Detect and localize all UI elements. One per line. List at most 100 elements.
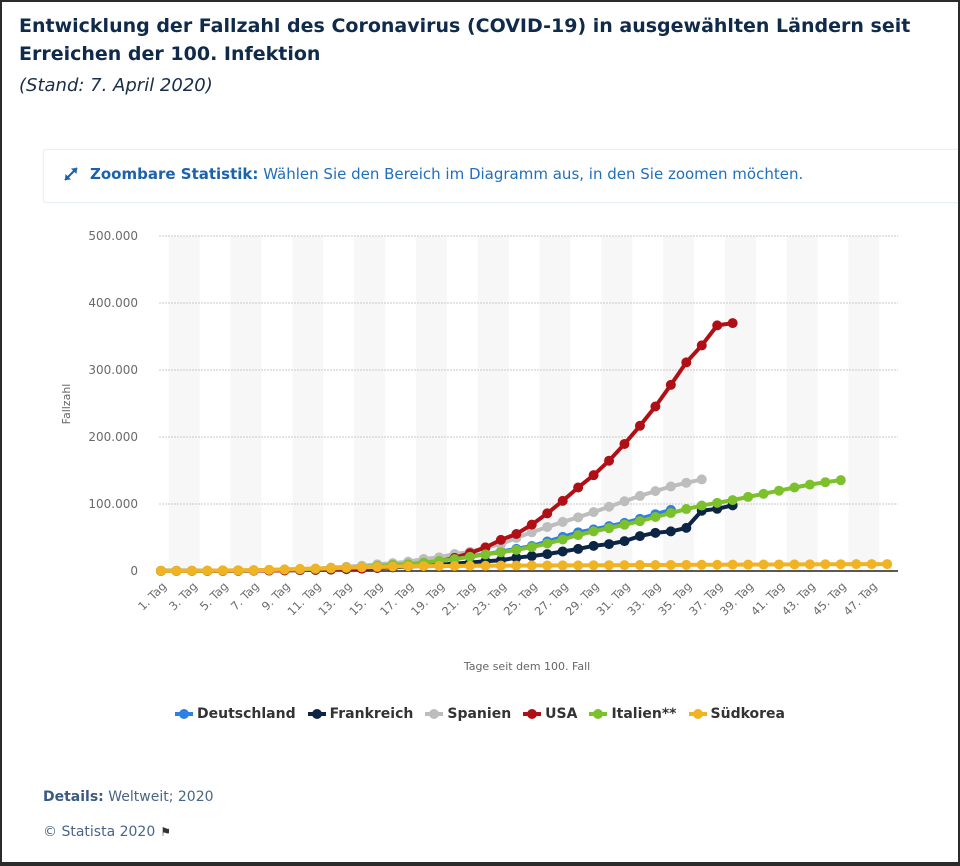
data-point[interactable]: [248, 565, 259, 576]
data-point[interactable]: [665, 481, 676, 492]
data-point[interactable]: [696, 500, 707, 511]
data-point[interactable]: [851, 559, 862, 570]
data-point[interactable]: [171, 565, 182, 576]
data-point[interactable]: [789, 559, 800, 570]
data-point[interactable]: [372, 561, 383, 572]
data-point[interactable]: [758, 559, 769, 570]
data-point[interactable]: [727, 495, 738, 506]
data-point[interactable]: [325, 563, 336, 574]
data-point[interactable]: [573, 543, 584, 554]
data-point[interactable]: [604, 539, 615, 550]
data-point[interactable]: [511, 544, 522, 555]
data-point[interactable]: [526, 519, 537, 530]
data-point[interactable]: [604, 560, 615, 571]
data-point[interactable]: [681, 559, 692, 570]
data-point[interactable]: [804, 559, 815, 570]
data-point[interactable]: [495, 534, 506, 545]
data-point[interactable]: [650, 486, 661, 497]
data-point[interactable]: [619, 560, 630, 571]
data-point[interactable]: [341, 562, 352, 573]
data-point[interactable]: [619, 536, 630, 547]
data-point[interactable]: [758, 488, 769, 499]
data-point[interactable]: [588, 470, 599, 481]
data-point[interactable]: [418, 561, 429, 572]
data-point[interactable]: [634, 516, 645, 527]
data-point[interactable]: [573, 560, 584, 571]
data-point[interactable]: [820, 559, 831, 570]
data-point[interactable]: [727, 559, 738, 570]
data-point[interactable]: [511, 560, 522, 571]
data-point[interactable]: [634, 531, 645, 542]
data-point[interactable]: [835, 559, 846, 570]
data-point[interactable]: [495, 560, 506, 571]
series-südkorea[interactable]: [156, 559, 893, 576]
data-point[interactable]: [650, 401, 661, 412]
data-point[interactable]: [557, 534, 568, 545]
flag-icon[interactable]: ⚑: [160, 825, 171, 839]
data-point[interactable]: [650, 512, 661, 523]
data-point[interactable]: [186, 565, 197, 576]
data-point[interactable]: [573, 530, 584, 541]
data-point[interactable]: [557, 546, 568, 557]
data-point[interactable]: [696, 474, 707, 485]
data-point[interactable]: [665, 559, 676, 570]
data-point[interactable]: [557, 516, 568, 527]
data-point[interactable]: [465, 560, 475, 571]
data-point[interactable]: [681, 504, 692, 515]
data-point[interactable]: [217, 565, 228, 576]
data-point[interactable]: [681, 357, 692, 368]
data-point[interactable]: [480, 542, 491, 553]
data-point[interactable]: [634, 490, 645, 501]
data-point[interactable]: [650, 527, 661, 538]
data-point[interactable]: [727, 318, 738, 329]
data-point[interactable]: [526, 527, 537, 538]
data-point[interactable]: [387, 561, 398, 572]
data-point[interactable]: [511, 528, 522, 539]
data-point[interactable]: [774, 559, 784, 570]
data-point[interactable]: [634, 560, 645, 571]
data-point[interactable]: [573, 512, 584, 523]
data-point[interactable]: [310, 563, 321, 574]
data-point[interactable]: [480, 549, 491, 560]
legend-item[interactable]: Frankreich: [307, 706, 413, 722]
data-point[interactable]: [804, 479, 815, 490]
data-point[interactable]: [279, 564, 290, 575]
data-point[interactable]: [588, 560, 599, 571]
data-point[interactable]: [712, 559, 723, 570]
data-point[interactable]: [774, 485, 784, 496]
data-point[interactable]: [526, 560, 537, 571]
data-point[interactable]: [542, 508, 553, 519]
data-point[interactable]: [835, 475, 846, 486]
data-point[interactable]: [634, 420, 645, 431]
data-point[interactable]: [434, 560, 445, 571]
data-point[interactable]: [295, 563, 306, 574]
data-point[interactable]: [542, 538, 553, 549]
data-point[interactable]: [743, 491, 754, 502]
data-point[interactable]: [573, 482, 584, 493]
data-point[interactable]: [588, 526, 599, 537]
data-point[interactable]: [650, 559, 661, 570]
data-point[interactable]: [403, 561, 414, 572]
data-point[interactable]: [712, 497, 723, 508]
data-point[interactable]: [696, 340, 707, 351]
legend-item[interactable]: Deutschland: [175, 706, 296, 722]
data-point[interactable]: [604, 455, 615, 466]
data-point[interactable]: [588, 540, 599, 551]
data-point[interactable]: [542, 521, 553, 532]
data-point[interactable]: [495, 547, 506, 558]
data-point[interactable]: [619, 519, 630, 530]
data-point[interactable]: [820, 477, 831, 488]
data-point[interactable]: [557, 495, 568, 506]
data-point[interactable]: [202, 565, 213, 576]
data-point[interactable]: [866, 559, 877, 570]
data-point[interactable]: [542, 549, 553, 560]
data-point[interactable]: [619, 496, 630, 507]
data-point[interactable]: [526, 551, 537, 562]
data-point[interactable]: [233, 565, 244, 576]
data-point[interactable]: [557, 560, 568, 571]
data-point[interactable]: [604, 523, 615, 534]
data-point[interactable]: [542, 560, 553, 571]
line-chart[interactable]: 0 100.000 200.000 300.000 400.000 500.000 1. …: [2, 2, 958, 702]
legend-item[interactable]: Spanien: [425, 706, 511, 722]
legend-item[interactable]: Südkorea: [688, 706, 785, 722]
